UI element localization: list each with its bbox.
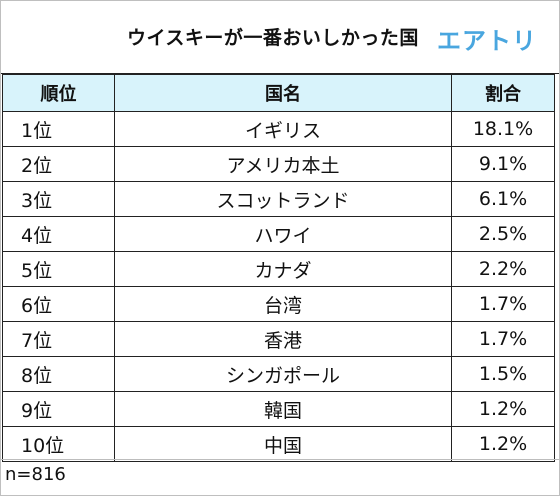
share-cell: 1.2%: [451, 426, 555, 462]
share-cell: 1.5%: [451, 356, 555, 392]
column-header-country: 国名: [114, 74, 452, 112]
table-row: 7位 香港 1.7%: [2, 321, 555, 357]
rank-cell: 5位: [2, 251, 115, 287]
title-bar: ウイスキーが一番おいしかった国 エアトリ: [1, 1, 559, 74]
rank-cell: 6位: [2, 286, 115, 322]
table-row: 2位 アメリカ本土 9.1%: [2, 146, 555, 182]
column-header-rank: 順位: [2, 74, 115, 112]
table-row: 6位 台湾 1.7%: [2, 286, 555, 322]
table-row: 8位 シンガポール 1.5%: [2, 356, 555, 392]
country-cell: カナダ: [114, 251, 452, 287]
rank-cell: 9位: [2, 391, 115, 427]
ranking-table: 順位 国名 割合 1位 イギリス 18.1% 2位 アメリカ本土 9.1% 3位 スコットラン…: [2, 74, 555, 462]
country-cell: 香港: [114, 321, 452, 357]
country-cell: アメリカ本土: [114, 146, 452, 182]
sample-size-note: n=816: [5, 464, 66, 485]
rank-cell: 7位: [2, 321, 115, 357]
rank-cell: 10位: [2, 426, 115, 462]
divider: [1, 459, 559, 460]
table-row: 3位 スコットランド 6.1%: [2, 181, 555, 217]
rank-cell: 4位: [2, 216, 115, 252]
country-cell: シンガポール: [114, 356, 452, 392]
table-row: 5位 カナダ 2.2%: [2, 251, 555, 287]
country-cell: ハワイ: [114, 216, 452, 252]
column-header-share: 割合: [451, 74, 555, 112]
page-title: ウイスキーが一番おいしかった国: [127, 27, 419, 49]
table-row: 4位 ハワイ 2.5%: [2, 216, 555, 252]
share-cell: 2.5%: [451, 216, 555, 252]
share-cell: 1.2%: [451, 391, 555, 427]
share-cell: 2.2%: [451, 251, 555, 287]
country-cell: スコットランド: [114, 181, 452, 217]
share-cell: 1.7%: [451, 321, 555, 357]
table-header-row: 順位 国名 割合: [2, 74, 555, 112]
country-cell: イギリス: [114, 111, 452, 147]
rank-cell: 3位: [2, 181, 115, 217]
rank-cell: 1位: [2, 111, 115, 147]
share-cell: 18.1%: [451, 111, 555, 147]
table-row: 10位 中国 1.2%: [2, 426, 555, 462]
share-cell: 9.1%: [451, 146, 555, 182]
rank-cell: 2位: [2, 146, 115, 182]
country-cell: 中国: [114, 426, 452, 462]
share-cell: 1.7%: [451, 286, 555, 322]
share-cell: 6.1%: [451, 181, 555, 217]
country-cell: 韓国: [114, 391, 452, 427]
brand-logo: エアトリ: [437, 27, 537, 55]
country-cell: 台湾: [114, 286, 452, 322]
table-row: 1位 イギリス 18.1%: [2, 111, 555, 147]
table-row: 9位 韓国 1.2%: [2, 391, 555, 427]
rank-cell: 8位: [2, 356, 115, 392]
